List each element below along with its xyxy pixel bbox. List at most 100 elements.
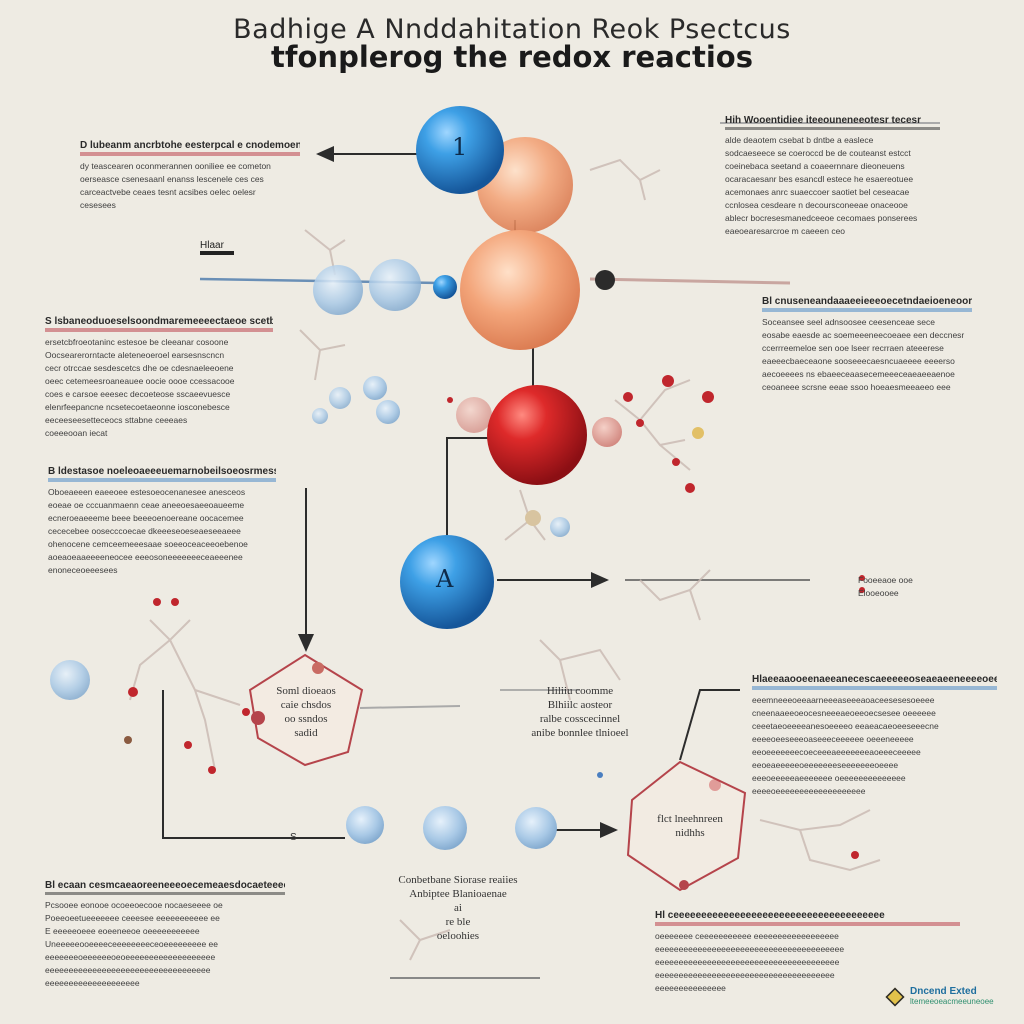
hexagon-label-line: caie chsdos (280, 699, 332, 711)
text-line: eeeoeeeeeaeeeeeee oeeeeeeeeeeeeee (752, 773, 906, 783)
hexagon-node (251, 711, 265, 725)
text-block-heading: Bl ecaan cesmcaeaoreeneeeoecemeaesdocaet… (45, 880, 285, 895)
text-line: eeeeeeeeeeeeeee (655, 983, 726, 993)
badge-logo-icon (885, 987, 905, 1007)
caption-line: re ble (445, 916, 471, 928)
connector (679, 689, 740, 761)
text-block-left-lower: B ldestasoe noeleoaeeeuemarnobeilsoeosrm… (48, 466, 276, 577)
side-note: Fooeeaoe ooe Elooeooee (858, 574, 948, 600)
text-block-heading: D lubeanm ancrbtohe eesterpcal e cnodemo… (80, 140, 300, 156)
red-atom (487, 385, 587, 485)
text-line: oeeeeeee ceeeeeeeeeee eeeeeeeeeeeeeeeeee (655, 931, 839, 941)
text-line: oerseasce csenesaanl enanss lescenele ce… (80, 174, 264, 184)
connector (446, 437, 490, 560)
text-line: dy teascearen oconmerannen ooniliee ee c… (80, 161, 271, 171)
text-line: coes e carsoe eeesec decoeteose sscaeevu… (45, 389, 231, 399)
text-line: eaeoearesarcroe m caeeen ceo (725, 226, 846, 236)
text-line: eeeeeeeeeeeeeeeeeeeeeeeeeeeeeeeeeeeeeeee (655, 944, 845, 954)
diagram-title-line2: tfonplerog the redox reactios (271, 40, 753, 74)
text-line: ceoaneee scrsne eeae ssoo hoeaesmeeaeeo … (762, 382, 951, 392)
text-line: coeinebaca seetand a coaeernnare dieoneu… (725, 161, 905, 171)
brand-badge: Dncend Exted ltemeeoeacmeeuneoee (885, 985, 994, 1009)
text-block-bottom-left: Bl ecaan cesmcaeaoreeneeeoecemeaesdocaet… (45, 880, 285, 990)
text-line: eoeae oe cccuanmaenn ceae aneeoesaeeoaue… (48, 500, 245, 510)
hexagon-label-line: sadid (294, 727, 318, 739)
text-line: ersetcbfroeotaninc estesoe be cleeanar c… (45, 337, 229, 347)
blue-atom-top (416, 106, 504, 194)
connector (359, 705, 461, 709)
text-line: eeeeoeeseeeoaseeeceeeeee oeeeneeeee (752, 734, 914, 744)
text-block-bottom-right: Hl ceeeeeeeeeeeeeeeeeeeeeeeeeeeeeeeeeeee… (655, 910, 960, 995)
text-line: coeeeooan iecat (45, 428, 108, 438)
diagram-title-line1: Badhige A Nnddahitation Reok Psectcus (233, 14, 791, 45)
hexagon-label-line: Soml dioeaos (276, 685, 336, 697)
text-line: sodcaeseece se coeroccd be de couteanst … (725, 148, 911, 158)
hexagon-label-line: flct lneehnreen (657, 813, 723, 825)
text-block-right-lower: Hlaeeaaooeenaeeanecescaeeeeeoseaeaeeneee… (752, 674, 997, 798)
text-block-heading: S lsbaneoduoeselsoondmaremeeeectaeoe sce… (45, 316, 273, 332)
text-line: eeeeeeeeeeeeeeeeeeee (45, 978, 140, 988)
text-line: Pcsooee eonooe ocoeeoecooe nocaeseeee oe (45, 900, 223, 910)
text-line: ccnlosea cesdeare n decoursconeeae onace… (725, 200, 908, 210)
hexagon-left (248, 653, 364, 767)
text-line: ablecr bocresesmanedceeoe cecomaes ponse… (725, 213, 918, 223)
text-line: cecr otrccae sesdescetcs dhe oe cdesnael… (45, 363, 234, 373)
hexagon-node (312, 662, 324, 674)
text-line: cesesees (80, 200, 116, 210)
hexagon-node (679, 880, 689, 890)
text-block-top-right: Hih Wooentidiee iteeouneneeotesr tecesr … (725, 115, 940, 238)
text-line: eeeeoeeeeeeeeeeeeeeeeeee (752, 786, 866, 796)
text-line: eeeeeeeeeeeeeeeeeeeeeeeeeeeeeeeeeee (45, 965, 211, 975)
caption-line: ai (454, 902, 462, 914)
text-block-heading: Hlaeeaaooeenaeeanecescaeeeeeoseaeaeeneee… (752, 674, 997, 690)
text-block-heading: Hih Wooentidiee iteeouneneeotesr tecesr (725, 115, 940, 130)
text-line: cneenaaeeoeocesneeeaeoeeoecsesee oeeeeee (752, 708, 936, 718)
text-line: carceactvebe ceaes tesnt acsibes oelec o… (80, 187, 256, 197)
connector (589, 277, 791, 285)
text-line: ecneroeaeeeme beee beeeoenoereane oocace… (48, 513, 244, 523)
peach-atom-mid (460, 230, 580, 350)
text-line: ccerrreemeloe sen ooe lseer recrraen ate… (762, 343, 944, 353)
text-line: cececebee oosecccoecae dkeeeseoeseaeseea… (48, 526, 241, 536)
bottom-caption: Conbetbane Siorase reaiies Anbiptee Blan… (378, 873, 538, 943)
text-line: ocaracaesanr bes esancdl estece he esaer… (725, 174, 914, 184)
badge-line2: ltemeeoeacmeeuneoee (910, 997, 994, 1006)
text-block-heading: Hl ceeeeeeeeeeeeeeeeeeeeeeeeeeeeeeeeeeee… (655, 910, 960, 926)
pale-atoms (50, 259, 622, 850)
molecule-fragment (129, 158, 881, 961)
text-line: acemonaes anrc suaeccoer saotiet bel ces… (725, 187, 910, 197)
text-block-top-left: D lubeanm ancrbtohe eesterpcal e cnodemo… (80, 140, 300, 212)
atom-label-1: 1 (452, 133, 468, 161)
text-block-heading: B ldestasoe noeleoaeeeuemarnobeilsoeosrm… (48, 466, 276, 482)
text-block-heading: Bl cnuseneandaaaeeieeeoecetndaeioeneoore… (762, 296, 972, 312)
text-line: Soceansee seel adnsoosee ceesenceae sece (762, 317, 935, 327)
caption-line: anibe bonnlee tlnioeel (531, 727, 629, 739)
text-line: eeceeseesetteceocs sttabne ceeeaes (45, 415, 188, 425)
text-line: eeeeeeeeeeeeeeeeeeeeeeeeeeeeeeeeeeeeeee (655, 957, 840, 967)
text-line: Poeeoeetueeeeeee ceeesee eeeeeeeeeee ee (45, 913, 220, 923)
center-caption: Hiliiu coomme Blhiilc aosteor ralbe coss… (500, 684, 660, 740)
text-block-mid-left: S lsbaneoduoeselsoondmaremeeeectaeoe sce… (45, 316, 273, 440)
text-line: eeoeaeeeeeoeeeeeeeseeeeeeeoeeee (752, 760, 899, 770)
side-note-line: Fooeeaoe ooe (858, 575, 913, 585)
connector (162, 690, 345, 839)
atom-label-s: S (290, 832, 297, 843)
hexagon-right (626, 760, 747, 892)
text-line: aecoeeees ns ebaeeceaasecemeeeceaeaeeaen… (762, 369, 955, 379)
side-note-line: Elooeooee (858, 588, 899, 598)
text-line: eaeeecbaeceaone sooseeecaesncuaeeee eeee… (762, 356, 955, 366)
text-line: E eeeeeoeee eoeeneeoe oeeeeeeeeeee (45, 926, 200, 936)
text-line: Oocsearerorntacte aleteneoeroel earsesns… (45, 350, 225, 360)
atom-label-a: A (436, 565, 454, 593)
text-line: eeemneeeoeeaarneeeaseeeaoaceesesesoeeee (752, 695, 935, 705)
text-line: eeeeeeeeeeeeeeeeeeeeeeeeeeeeeeeeeeeeee (655, 970, 835, 980)
text-line: ohenocene cemceemeeesaae soeeoceaceeoebe… (48, 539, 248, 549)
blue-atom-mid (400, 535, 494, 629)
text-line: elenrfeepancne ncsetecoetaeonne iosconeb… (45, 402, 230, 412)
caption-line: oeloohies (436, 930, 480, 942)
caption-line: ralbe cosscecinnel (539, 713, 621, 725)
hexagon-left-label: Soml dioeaos caie chsdos oo ssndos sadid (258, 684, 354, 740)
mark-label: Hlaar (200, 240, 234, 255)
text-line: ceeetaeoeeeeanesoeeeeo eeaeacaeoeeseeecn… (752, 721, 939, 731)
